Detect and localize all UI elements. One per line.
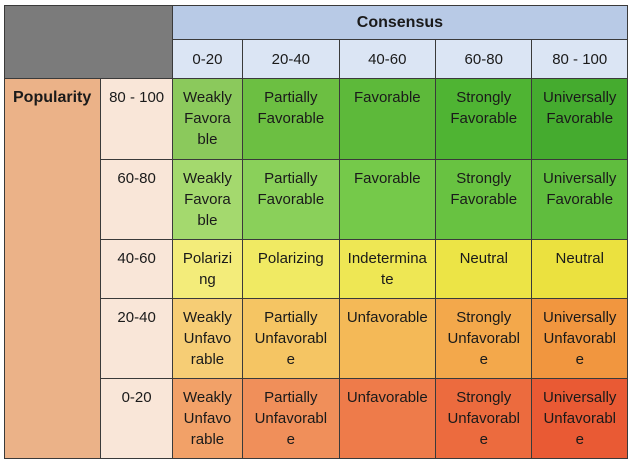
matrix-cell: Indetermina te (338, 239, 437, 299)
cell-label: Unfavorable (346, 309, 428, 326)
cell-label: Neutral (459, 250, 508, 267)
cell-label: Strongly Favorable (450, 170, 518, 208)
matrix-cell: Unfavorable (338, 298, 437, 379)
matrix-cell: Neutral (531, 239, 628, 299)
popularity-consensus-matrix: Consensus 0-20 20-40 40-60 60-80 80 - 10… (3, 5, 629, 459)
matrix-cell: Partially Favorable (242, 78, 340, 160)
consensus-range-3: 60-80 (435, 39, 533, 79)
cell-label: Weakly Unfavo rable (182, 309, 232, 368)
cell-label: Strongly Unfavorabl e (447, 309, 521, 368)
cell-label: Unfavorable (346, 389, 428, 406)
cell-label: Weakly Favora ble (182, 89, 232, 148)
consensus-range-4: 80 - 100 (531, 39, 628, 79)
matrix-cell: Weakly Favora ble (171, 78, 244, 160)
consensus-header: Consensus (171, 5, 629, 40)
cell-label: Universally Favorable (543, 170, 617, 208)
matrix-cell: Unfavorable (338, 378, 437, 459)
popularity-range-3: 20-40 (100, 298, 173, 379)
popularity-header: Popularity (3, 78, 102, 459)
cell-label: Partially Unfavorabl e (254, 309, 328, 368)
popularity-range-0: 80 - 100 (100, 78, 173, 160)
matrix-cell: Universally Unfavorabl e (531, 298, 628, 379)
cell-label: Universally Unfavorabl e (543, 389, 617, 448)
cell-label: Strongly Favorable (450, 89, 518, 127)
cell-label: Strongly Unfavorabl e (447, 389, 521, 448)
cell-label: Favorable (353, 170, 421, 187)
cell-label: Weakly Unfavo rable (182, 389, 232, 448)
corner-blank (4, 5, 173, 79)
matrix-cell: Neutral (435, 239, 533, 299)
cell-label: Partially Unfavorabl e (254, 389, 328, 448)
matrix-cell: Favorable (338, 78, 437, 160)
matrix-cell: Strongly Unfavorabl e (435, 378, 533, 459)
popularity-range-4: 0-20 (100, 378, 173, 459)
matrix-cell: Partially Unfavorabl e (242, 298, 340, 379)
consensus-range-2: 40-60 (338, 39, 437, 79)
popularity-range-2: 40-60 (100, 239, 173, 299)
cell-label: Partially Favorable (257, 170, 325, 208)
matrix-cell: Partially Unfavorabl e (242, 378, 340, 459)
matrix-cell: Partially Favorable (242, 159, 340, 240)
matrix-cell: Favorable (338, 159, 437, 240)
matrix-cell: Universally Favorable (531, 159, 628, 240)
cell-label: Polarizing (257, 250, 324, 267)
matrix-cell: Universally Unfavorabl e (531, 378, 628, 459)
matrix-cell: Polarizi ng (171, 239, 244, 299)
cell-label: Neutral (555, 250, 604, 267)
cell-label: Universally Favorable (543, 89, 617, 127)
cell-label: Partially Favorable (257, 89, 325, 127)
matrix-cell: Universally Favorable (531, 78, 628, 160)
consensus-range-0: 0-20 (171, 39, 244, 79)
cell-label: Universally Unfavorabl e (543, 309, 617, 368)
cell-label: Weakly Favora ble (182, 170, 232, 229)
matrix-cell: Weakly Favora ble (171, 159, 244, 240)
cell-label: Favorable (353, 89, 421, 106)
cell-label: Indetermina te (347, 250, 427, 288)
matrix-cell: Polarizing (242, 239, 340, 299)
consensus-range-1: 20-40 (242, 39, 340, 79)
popularity-range-1: 60-80 (100, 159, 173, 240)
matrix-cell: Strongly Unfavorabl e (435, 298, 533, 379)
matrix-cell: Weakly Unfavo rable (171, 298, 244, 379)
cell-label: Polarizi ng (182, 250, 233, 288)
matrix-cell: Strongly Favorable (435, 159, 533, 240)
matrix-cell: Strongly Favorable (435, 78, 533, 160)
matrix-cell: Weakly Unfavo rable (171, 378, 244, 459)
